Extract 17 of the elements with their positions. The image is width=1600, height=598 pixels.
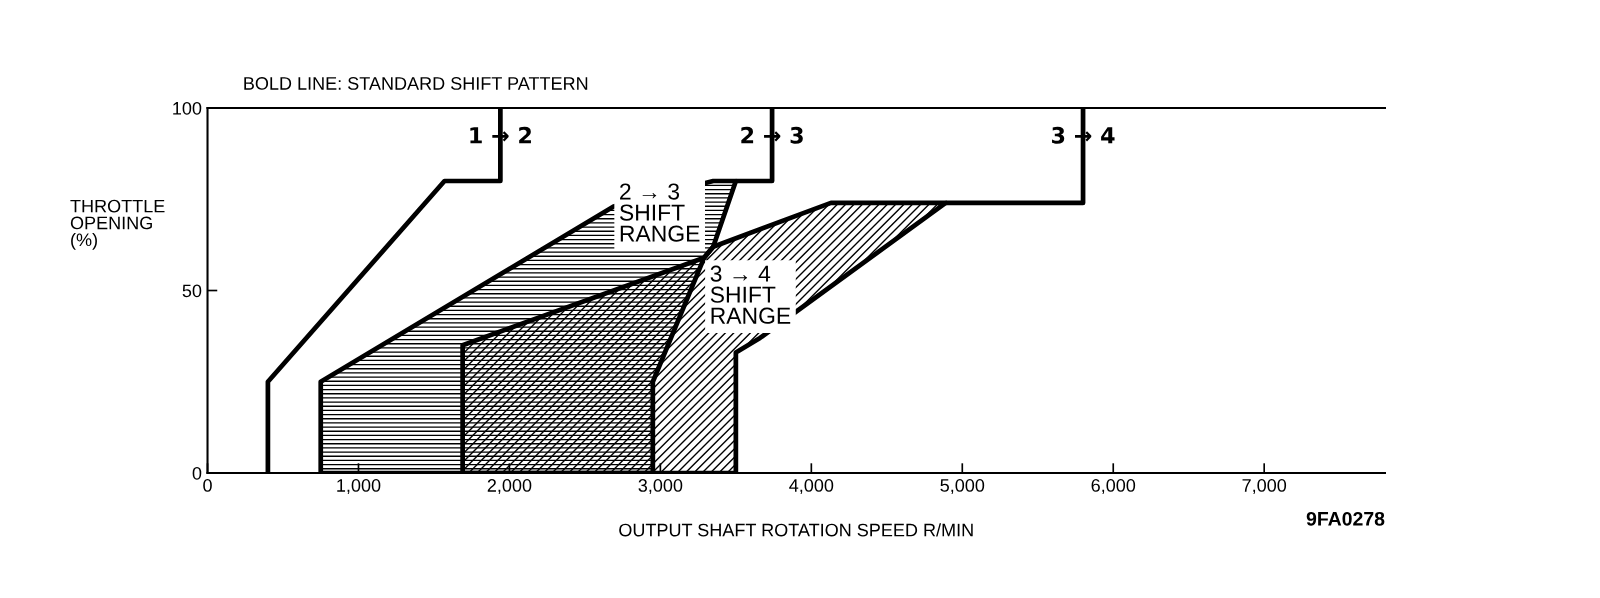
y-tick-label: 50 (182, 284, 202, 298)
x-tick-label: 1,000 (337, 479, 381, 494)
x-tick-label: 7,000 (1242, 479, 1287, 494)
x-tick-label: 6,000 (1091, 479, 1136, 494)
text: 9FA0278 (1306, 511, 1385, 526)
x-axis-title: OUTPUT SHAFT ROTATION SPEED R/MIN (619, 523, 973, 537)
x-tick-label: 3,000 (638, 479, 683, 494)
chart-title: BOLD LINE: STANDARD SHIFT PATTERN (244, 77, 588, 90)
annotation: 2 → 3 SHIFT RANGE (619, 183, 700, 242)
x-tick-label: 2,000 (487, 479, 532, 494)
y-tick-label: 0 (192, 466, 202, 480)
y-tick-label: 100 (173, 101, 202, 115)
annotation: 3 → 4 SHIFT RANGE (710, 265, 791, 324)
x-tick-label: 4,000 (789, 479, 834, 494)
y-axis-title: THROTTLE OPENING (%) (70, 199, 165, 250)
x-tick-label: 5,000 (940, 479, 985, 494)
x-tick-label: 0 (203, 479, 212, 492)
